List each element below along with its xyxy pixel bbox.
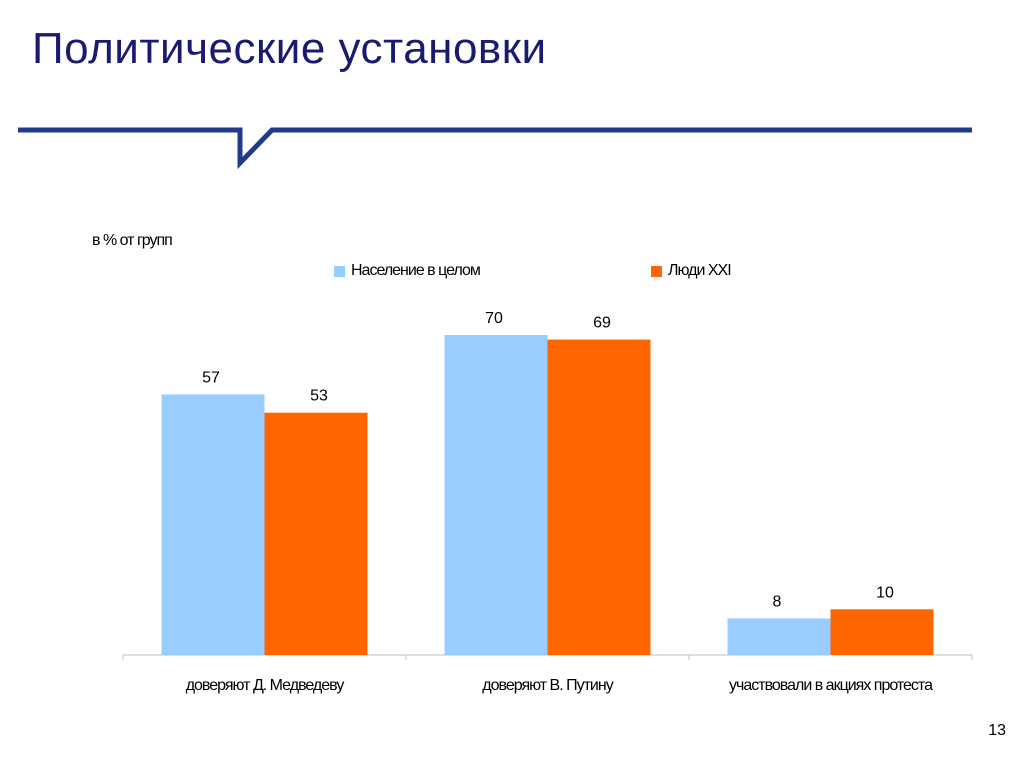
- bar-population: [444, 335, 548, 655]
- data-label: 8: [773, 593, 782, 610]
- data-label: 70: [485, 310, 503, 327]
- slide-number: 13: [988, 722, 1006, 739]
- bar-people-xxi: [264, 412, 368, 655]
- data-label: 53: [310, 388, 328, 405]
- legend-label-people-xxi: Люди XXI: [668, 262, 732, 279]
- x-tick-label: доверяют В. Путину: [482, 677, 613, 694]
- legend-swatch-people-xxi: [651, 265, 662, 277]
- bar-people-xxi: [830, 609, 934, 655]
- legend-item-people-xxi: Люди XXI: [651, 262, 732, 280]
- header-rule-line: [18, 127, 972, 170]
- bar-population: [727, 618, 831, 655]
- data-label: 10: [876, 584, 894, 601]
- slide-title: Политические установки: [32, 24, 547, 73]
- unit-label: в % от групп: [92, 232, 173, 249]
- data-label: 69: [593, 315, 611, 332]
- legend-swatch-population: [334, 265, 345, 277]
- header-rule: [18, 127, 972, 170]
- legend: Население в целом Люди XXI: [0, 262, 1024, 286]
- bar-population: [161, 394, 265, 655]
- legend-item-population: Население в целом: [334, 262, 481, 280]
- legend-label-population: Население в целом: [351, 262, 481, 279]
- x-tick-label: доверяют Д. Медведеву: [186, 677, 345, 694]
- bar-people-xxi: [547, 339, 651, 655]
- x-tick-label: участвовали в акциях протеста: [729, 677, 933, 694]
- data-label: 57: [202, 369, 220, 386]
